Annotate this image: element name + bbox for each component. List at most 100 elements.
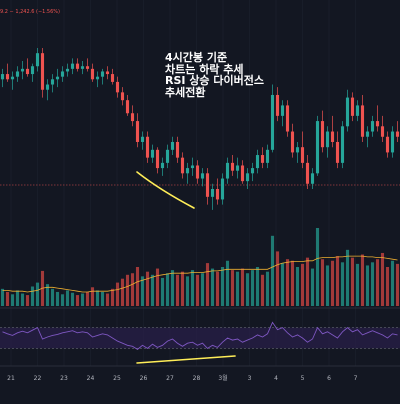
volume-bar — [325, 265, 330, 306]
volume-bar — [45, 284, 50, 306]
candle-body — [175, 141, 180, 158]
volume-bar — [10, 294, 15, 306]
candle-body — [255, 155, 260, 169]
x-tick-label: 21 — [7, 375, 15, 382]
x-tick-label: 3 — [248, 375, 252, 382]
rsi-divergence-marker — [136, 355, 236, 364]
candle-body — [15, 71, 20, 77]
x-tick-label: 27 — [166, 375, 174, 382]
note-line-timeframe: 4시간봉 기준 — [165, 51, 228, 64]
volume-bar — [175, 274, 180, 306]
candle-body — [285, 105, 290, 132]
candle-body — [320, 121, 325, 148]
volume-bar — [25, 295, 30, 306]
volume-bar — [120, 278, 125, 306]
volume-bar — [190, 270, 195, 306]
volume-bar — [110, 288, 115, 306]
note-line-trend: 차트는 하락 추세 — [165, 62, 244, 76]
volume-bar — [235, 271, 240, 306]
candle-body — [275, 94, 280, 116]
volume-bar — [215, 271, 220, 306]
volume-bar — [55, 291, 60, 306]
candle-body — [35, 53, 40, 67]
candle-body — [295, 147, 300, 153]
candle-body — [315, 121, 320, 174]
volume-pane — [0, 228, 400, 306]
candle-body — [325, 131, 330, 148]
candle-body — [290, 131, 295, 153]
volume-bar — [260, 274, 265, 306]
volume-bar — [105, 293, 110, 306]
volume-bar — [220, 267, 225, 306]
volume-bar — [160, 277, 165, 306]
volume-bar — [345, 249, 350, 306]
x-tick-label: 3월 — [218, 374, 227, 382]
volume-bar — [380, 252, 385, 306]
volume-bar — [285, 259, 290, 306]
candle-body — [45, 84, 50, 90]
candle-body — [30, 66, 35, 75]
candle-body — [25, 68, 30, 75]
volume-bar — [270, 235, 275, 306]
volume-bar — [300, 263, 305, 306]
volume-bar — [140, 276, 145, 306]
candle-body — [165, 149, 170, 163]
candle-body — [200, 173, 205, 179]
volume-bar — [265, 271, 270, 306]
candle-body — [195, 165, 200, 179]
volume-bar — [50, 288, 55, 306]
candle-body — [110, 74, 115, 82]
volume-bar — [335, 256, 340, 306]
volume-bar — [125, 274, 130, 306]
candle-body — [225, 162, 230, 179]
candle-body — [185, 168, 190, 174]
candle-body — [90, 68, 95, 80]
rsi-pane — [0, 321, 400, 350]
candle-body — [360, 105, 365, 137]
volume-bar — [135, 267, 140, 306]
candle-body — [145, 136, 150, 158]
volume-bar — [165, 273, 170, 306]
candle-body — [370, 121, 375, 132]
candle-body — [385, 136, 390, 153]
volume-bar — [195, 274, 200, 306]
price-divergence-marker — [136, 171, 195, 209]
volume-bar — [355, 263, 360, 306]
volume-bar — [80, 293, 85, 306]
volume-bar — [65, 290, 70, 306]
candle-body — [150, 149, 155, 158]
candle-body — [85, 66, 90, 69]
candle-body — [135, 121, 140, 142]
candle-body — [210, 188, 215, 197]
candle-body — [340, 126, 345, 163]
volume-bar — [240, 268, 245, 306]
volume-bar — [290, 260, 295, 306]
candle-body — [40, 53, 45, 90]
volume-bar — [60, 294, 65, 306]
candle-body — [235, 165, 240, 171]
candle-body — [160, 162, 165, 169]
candle-body — [350, 97, 355, 116]
time-axis: 21 22 23 24 25 26 27 28 3월 3 4 5 6 7 — [7, 374, 357, 382]
candle-body — [105, 71, 110, 75]
x-tick-label: 24 — [87, 375, 95, 382]
candle-body — [305, 162, 310, 184]
volume-bar — [295, 267, 300, 306]
volume-bar — [170, 270, 175, 306]
volume-bar — [320, 259, 325, 306]
volume-bar — [245, 273, 250, 306]
divergence-markers — [136, 171, 236, 364]
volume-bar — [35, 282, 40, 306]
candle-body — [55, 76, 60, 80]
candle-body — [100, 71, 105, 77]
volume-bar — [395, 263, 400, 306]
volume-bar — [15, 290, 20, 306]
volume-bar — [365, 265, 370, 306]
x-tick-label: 4 — [274, 375, 278, 382]
price-pane — [0, 47, 400, 210]
volume-ma-line — [2, 255, 398, 293]
x-tick-label: 26 — [140, 375, 148, 382]
volume-bar — [145, 271, 150, 306]
